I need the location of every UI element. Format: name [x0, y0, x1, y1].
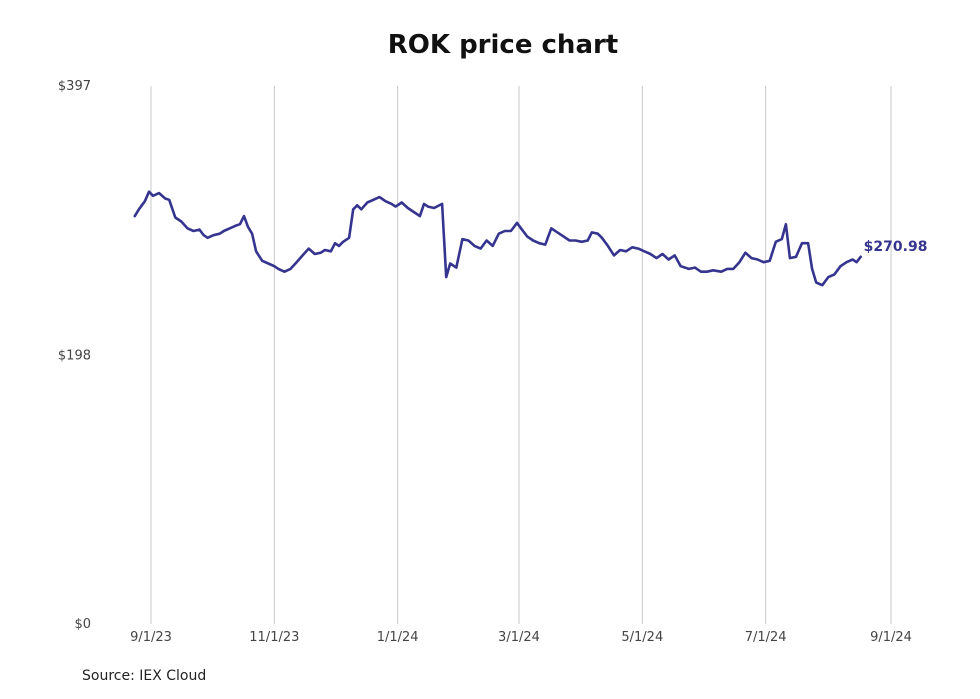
gridlines [150, 86, 892, 624]
x-tick-label: 9/1/24 [870, 630, 912, 645]
x-axis-ticks: 9/1/23 11/1/23 1/1/24 3/1/24 5/1/24 7/1/24 9/1… [130, 630, 912, 645]
price-series-line [133, 190, 862, 287]
x-tick-label: 5/1/24 [621, 630, 663, 645]
x-tick-label: 7/1/24 [745, 630, 787, 645]
x-tick-label: 3/1/24 [498, 630, 540, 645]
last-price-label: $270.98 [864, 239, 928, 255]
y-tick-label: $0 [74, 617, 91, 632]
y-tick-label: $397 [58, 79, 91, 94]
y-tick-label: $198 [58, 349, 91, 364]
y-axis-ticks: $0 $198 $397 [58, 79, 91, 632]
x-tick-label: 11/1/23 [249, 630, 299, 645]
source-note: Source: IEX Cloud [82, 668, 207, 684]
chart-title: ROK price chart [387, 30, 619, 60]
x-tick-label: 9/1/23 [130, 630, 172, 645]
x-tick-label: 1/1/24 [377, 630, 419, 645]
